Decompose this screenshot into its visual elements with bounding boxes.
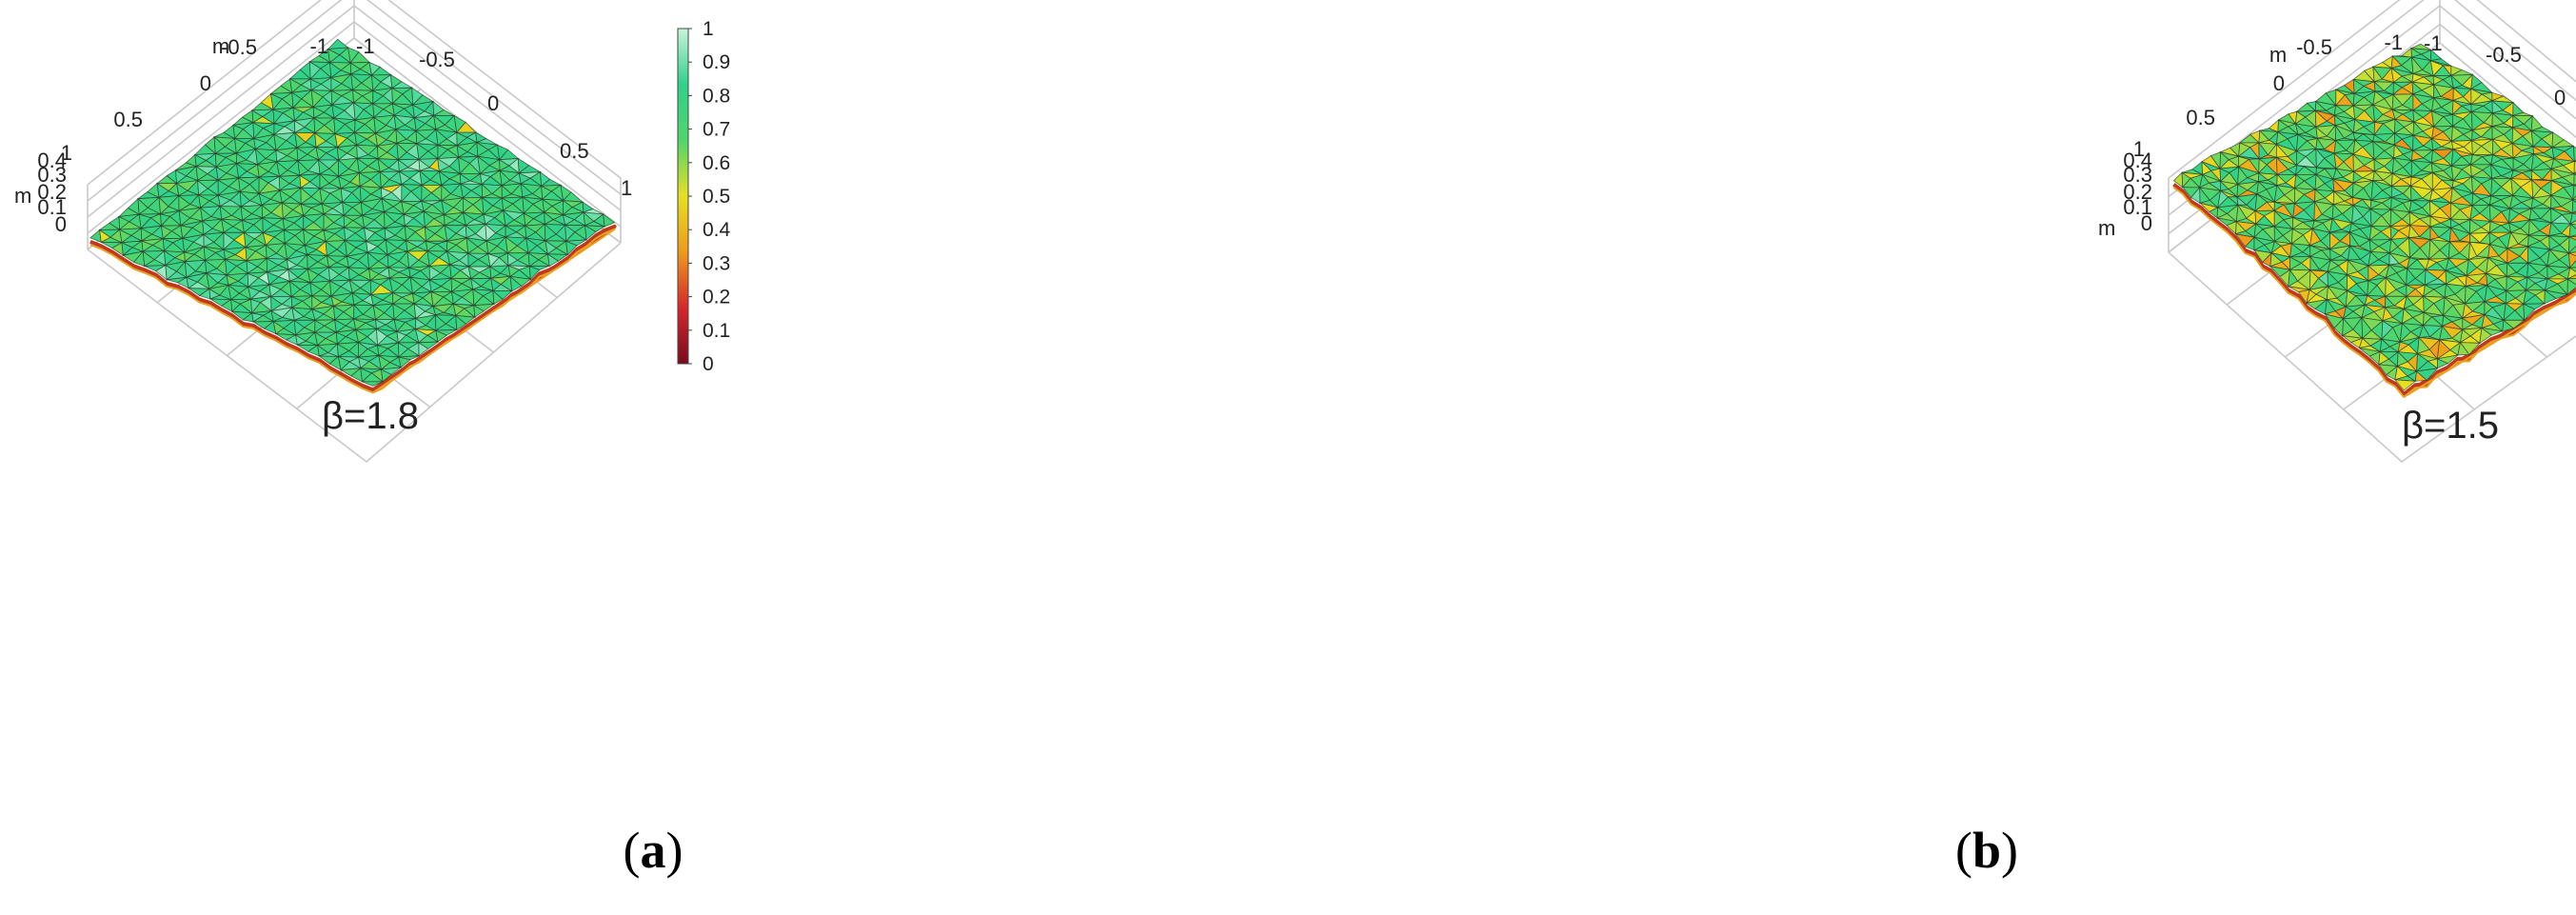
panel-caption-a: (a) bbox=[623, 822, 684, 879]
surface-edge-skirt-low bbox=[2172, 186, 2576, 398]
y-tick-label: -1 bbox=[356, 34, 375, 58]
x-tick-label: 0 bbox=[200, 71, 211, 95]
colorbar-tick-label: 0.5 bbox=[703, 186, 730, 208]
chart-panel-b: -1-0.500.51m-1-0.500.5100.10.20.30.4mβ=1… bbox=[1288, 0, 2576, 915]
surface-facet bbox=[603, 213, 616, 228]
surface-plot-b: -1-0.500.51m-1-0.500.5100.10.20.30.4mβ=1… bbox=[2098, 0, 2576, 464]
x-axis-label: m bbox=[212, 34, 229, 58]
x-tick-label: -1 bbox=[2384, 30, 2403, 54]
colorbar-gradient bbox=[677, 28, 689, 365]
colorbar-tick-label: 0.9 bbox=[703, 51, 730, 73]
surface-facet bbox=[491, 289, 513, 300]
colorbar-tick-label: 0.2 bbox=[703, 287, 730, 308]
z-axis-label: m bbox=[14, 184, 31, 208]
beta-annotation: β=1.8 bbox=[322, 395, 419, 437]
surface-facet bbox=[585, 225, 606, 232]
surface-facet bbox=[2568, 260, 2576, 269]
x-tick-label: -1 bbox=[309, 34, 328, 58]
surface-facet bbox=[545, 253, 569, 262]
surface-facet bbox=[2567, 245, 2576, 254]
z-tick-label: 0.2 bbox=[37, 180, 67, 204]
z-tick-label: 0.4 bbox=[37, 149, 67, 172]
z-tick-label: 0.1 bbox=[37, 195, 67, 219]
chart-panel-a: -1 -0.5 0 0.5 1 m -1 -0.5 0 0.5 1 0 0.1 0.2 0.3 0.4 m β=1… bbox=[14, 0, 731, 879]
z-tick-label: 0 bbox=[55, 212, 67, 236]
colorbar-tick-label: 0 bbox=[703, 353, 714, 375]
z-tick-label: 0.3 bbox=[37, 163, 67, 187]
x-tick-label: -0.5 bbox=[2296, 35, 2332, 59]
x-tick-label: 0.5 bbox=[2186, 106, 2215, 129]
colorbar-tick-label: 1 bbox=[703, 18, 714, 40]
z-tick-label: 0.2 bbox=[2123, 180, 2152, 204]
colorbar-tick-label: 0.6 bbox=[703, 152, 730, 174]
surface-edge-skirt bbox=[2172, 183, 2576, 396]
surface-facet bbox=[2571, 199, 2576, 204]
x-tick-label: 0 bbox=[2273, 71, 2285, 95]
surface-facet bbox=[2572, 145, 2576, 163]
surface-facet bbox=[362, 381, 384, 387]
surface-facet bbox=[2393, 379, 2417, 391]
surface-facet bbox=[2566, 277, 2576, 286]
y-tick-label: -0.5 bbox=[2486, 43, 2522, 67]
surface-facet bbox=[2568, 236, 2576, 241]
beta-annotation: β=1.5 bbox=[2402, 405, 2499, 447]
z-tick-label: 0.4 bbox=[2123, 149, 2152, 172]
surface-facet bbox=[2570, 211, 2576, 215]
surface-facet bbox=[2566, 251, 2576, 257]
surface-facet bbox=[2571, 198, 2576, 214]
surface-edge-skirt-low bbox=[89, 228, 616, 394]
colorbar-tick-label: 0.8 bbox=[703, 85, 730, 107]
colorbar-tick-label: 0.7 bbox=[703, 119, 730, 141]
y-tick-label: 0 bbox=[487, 91, 499, 115]
colorbar-tick-label: 0.1 bbox=[703, 320, 730, 342]
surface-edge-skirt bbox=[89, 224, 617, 392]
y-tick-label: 0 bbox=[2554, 86, 2566, 109]
surface-facet bbox=[472, 303, 496, 312]
surface-facet bbox=[2572, 185, 2576, 202]
y-tick-label: 0.5 bbox=[560, 139, 589, 163]
surface-facet bbox=[2415, 368, 2439, 381]
colorbar-tick-label: 0.4 bbox=[703, 219, 731, 241]
z-tick-label: 0.1 bbox=[2123, 195, 2152, 219]
surface-mesh bbox=[2172, 43, 2576, 398]
y-tick-label: -0.5 bbox=[419, 48, 455, 71]
surface-facet bbox=[2571, 194, 2576, 201]
surface-facet bbox=[2436, 354, 2460, 365]
surface-facet bbox=[508, 275, 532, 288]
surface-facet bbox=[417, 341, 440, 349]
surface-facet bbox=[435, 328, 457, 336]
x-tick-label: 0.5 bbox=[113, 108, 143, 131]
y-tick-label: -1 bbox=[2424, 31, 2443, 55]
x-tick-label: 1 bbox=[61, 141, 72, 165]
surface-facet bbox=[2459, 342, 2481, 356]
surface-facet bbox=[529, 265, 550, 270]
z-tick-label: 0 bbox=[2141, 211, 2152, 235]
surface-facet bbox=[454, 314, 476, 325]
z-axis-label: m bbox=[2098, 216, 2115, 240]
surface-facet bbox=[2573, 172, 2576, 187]
x-tick-label: 1 bbox=[2133, 137, 2145, 161]
surface-facet bbox=[2502, 319, 2526, 329]
surface-facet bbox=[2573, 185, 2576, 187]
colorbar: 0 0.1 0.2 0.3 0.4 0.5 0.6 0.7 0.8 0.9 1 bbox=[677, 18, 731, 375]
surface-facet bbox=[565, 239, 587, 247]
surface-facet bbox=[2545, 289, 2569, 299]
surface-facet bbox=[398, 355, 420, 361]
z-tick-label: 0.3 bbox=[2123, 163, 2152, 187]
y-tick-label: 1 bbox=[621, 176, 632, 200]
colorbar-tick-label: 0.3 bbox=[703, 252, 730, 274]
surface-facet bbox=[2523, 303, 2546, 310]
surface-mesh bbox=[89, 38, 617, 394]
x-tick-label: -0.5 bbox=[221, 35, 257, 59]
surface-facet bbox=[2572, 210, 2576, 214]
surface-plot-a: -1-0.500.51m -1-0.500.5100.10.20.30.4mβ=1… bbox=[14, 0, 731, 464]
surface-facet bbox=[2481, 328, 2505, 336]
panel-caption-b: (b) bbox=[1954, 822, 2018, 879]
surface-facet bbox=[2568, 267, 2576, 272]
x-axis-label: m bbox=[2269, 43, 2287, 67]
surface-facet bbox=[380, 367, 403, 375]
surface-facet bbox=[2567, 274, 2576, 280]
